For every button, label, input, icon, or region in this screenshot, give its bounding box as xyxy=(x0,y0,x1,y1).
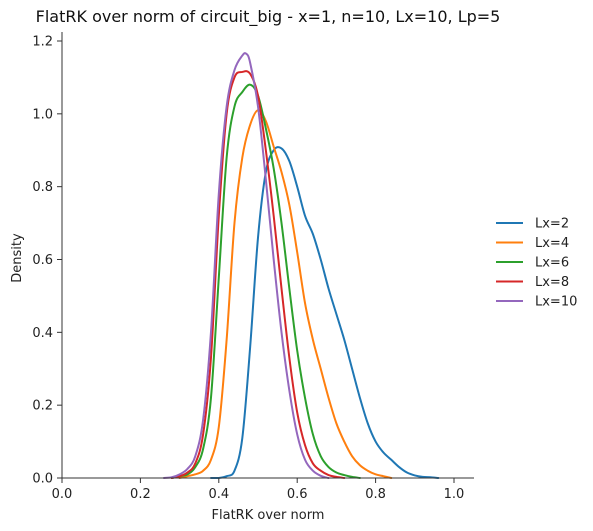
x-tick-label: 1.0 xyxy=(444,487,465,502)
y-ticks: 0.0 0.2 0.4 0.6 0.8 1.0 1.2 xyxy=(32,35,62,487)
series-line-lx-6 xyxy=(170,83,361,479)
y-axis-label: Density xyxy=(10,233,25,283)
series-line-lx-10 xyxy=(162,52,330,479)
x-tick-label: 0.4 xyxy=(208,487,229,502)
x-ticks: 0.0 0.2 0.4 0.6 0.8 1.0 xyxy=(52,478,465,502)
x-tick-label: 0.0 xyxy=(52,487,73,502)
y-tick-label: 1.2 xyxy=(32,35,53,50)
series-line-lx-2 xyxy=(209,146,440,479)
legend-label: Lx=4 xyxy=(535,236,569,251)
x-tick-label: 0.6 xyxy=(287,487,308,502)
y-tick-label: 0.8 xyxy=(32,180,53,195)
legend-label: Lx=8 xyxy=(535,275,569,290)
x-tick-label: 0.8 xyxy=(365,487,386,502)
y-tick-label: 0.4 xyxy=(32,326,53,341)
series-layer xyxy=(162,52,440,479)
y-tick-label: 0.6 xyxy=(32,253,53,268)
x-axis-label: FlatRK over norm xyxy=(212,508,325,523)
legend-label: Lx=2 xyxy=(535,217,569,232)
legend-label: Lx=6 xyxy=(535,256,569,271)
y-tick-label: 0.0 xyxy=(32,472,53,487)
plot-area: 0.0 0.2 0.4 0.6 0.8 1.0 0.0 0.2 0.4 0.6 0.8 1.0 1.2 xyxy=(32,32,474,502)
y-tick-label: 1.0 xyxy=(32,107,53,122)
chart-title: FlatRK over norm of circuit_big - x=1, n… xyxy=(36,7,501,27)
x-tick-label: 0.2 xyxy=(130,487,151,502)
y-tick-label: 0.2 xyxy=(32,399,53,414)
series-line-lx-4 xyxy=(178,109,393,479)
series-line-lx-8 xyxy=(170,70,346,479)
legend-label: Lx=10 xyxy=(535,295,577,310)
legend: Lx=2 Lx=4 Lx=6 Lx=8 Lx=10 xyxy=(496,217,577,310)
